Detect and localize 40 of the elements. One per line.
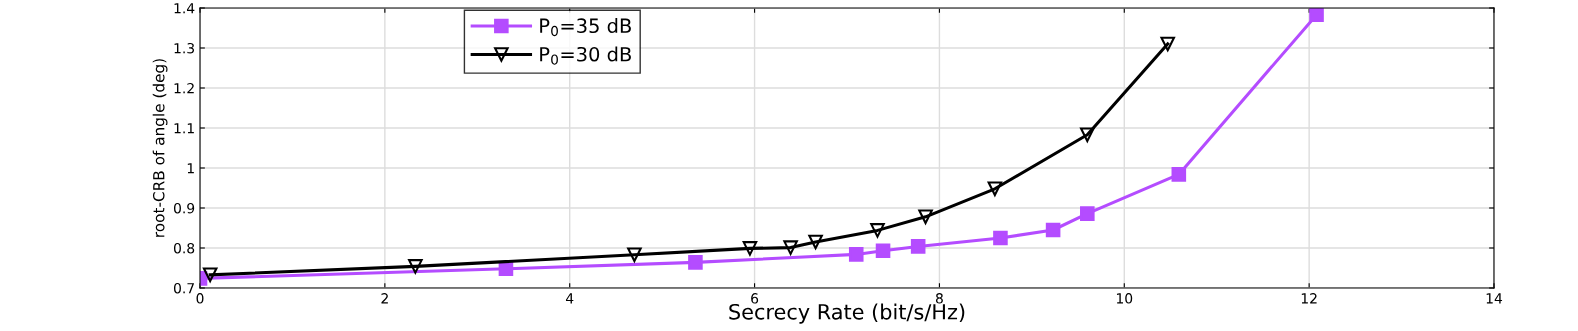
x-tick-label: 2 bbox=[381, 293, 388, 304]
point bbox=[202, 267, 218, 283]
x-axis-title: Secrecy Rate (bit/s/Hz) bbox=[729, 303, 965, 324]
point bbox=[408, 259, 423, 274]
point bbox=[1160, 36, 1176, 52]
legend-label: P$_{0}$=30 dB bbox=[540, 46, 631, 65]
point bbox=[1171, 167, 1187, 182]
point bbox=[1045, 222, 1061, 238]
point bbox=[627, 247, 642, 263]
x-tick-label: 4 bbox=[565, 293, 574, 304]
y-tick-label: 1.3 bbox=[174, 42, 195, 54]
point bbox=[993, 230, 1008, 246]
point bbox=[987, 181, 1003, 197]
y-tick-label: 1 bbox=[187, 163, 194, 174]
point bbox=[808, 234, 823, 250]
point bbox=[910, 239, 926, 254]
point bbox=[870, 223, 885, 238]
point bbox=[1309, 8, 1324, 23]
y-tick-label: 0.8 bbox=[173, 242, 195, 254]
point bbox=[783, 240, 798, 255]
x-tick-label: 10 bbox=[1116, 293, 1133, 304]
legend-label: P$_{0}$=35 dB bbox=[540, 17, 631, 37]
y-tick-label: 0.9 bbox=[173, 202, 195, 214]
x-tick-label: 0 bbox=[196, 293, 204, 304]
point bbox=[875, 243, 891, 259]
x-tick-label: 12 bbox=[1301, 293, 1317, 304]
y-tick-label: 1.4 bbox=[174, 3, 195, 14]
y-tick-label: 0.7 bbox=[173, 282, 194, 294]
point bbox=[1080, 127, 1095, 143]
point bbox=[688, 255, 703, 270]
point bbox=[742, 241, 758, 256]
y-tick-label: 1.2 bbox=[174, 82, 194, 94]
point bbox=[918, 209, 933, 225]
x-tick-label: 14 bbox=[1486, 293, 1503, 304]
x-tick-label: 8 bbox=[935, 293, 943, 304]
y-axis-title: root-CRB of angle (deg) bbox=[152, 59, 168, 237]
point bbox=[848, 247, 864, 262]
x-tick-label: 6 bbox=[751, 293, 759, 304]
y-tick-label: 1.1 bbox=[174, 123, 194, 134]
point bbox=[1080, 206, 1095, 221]
